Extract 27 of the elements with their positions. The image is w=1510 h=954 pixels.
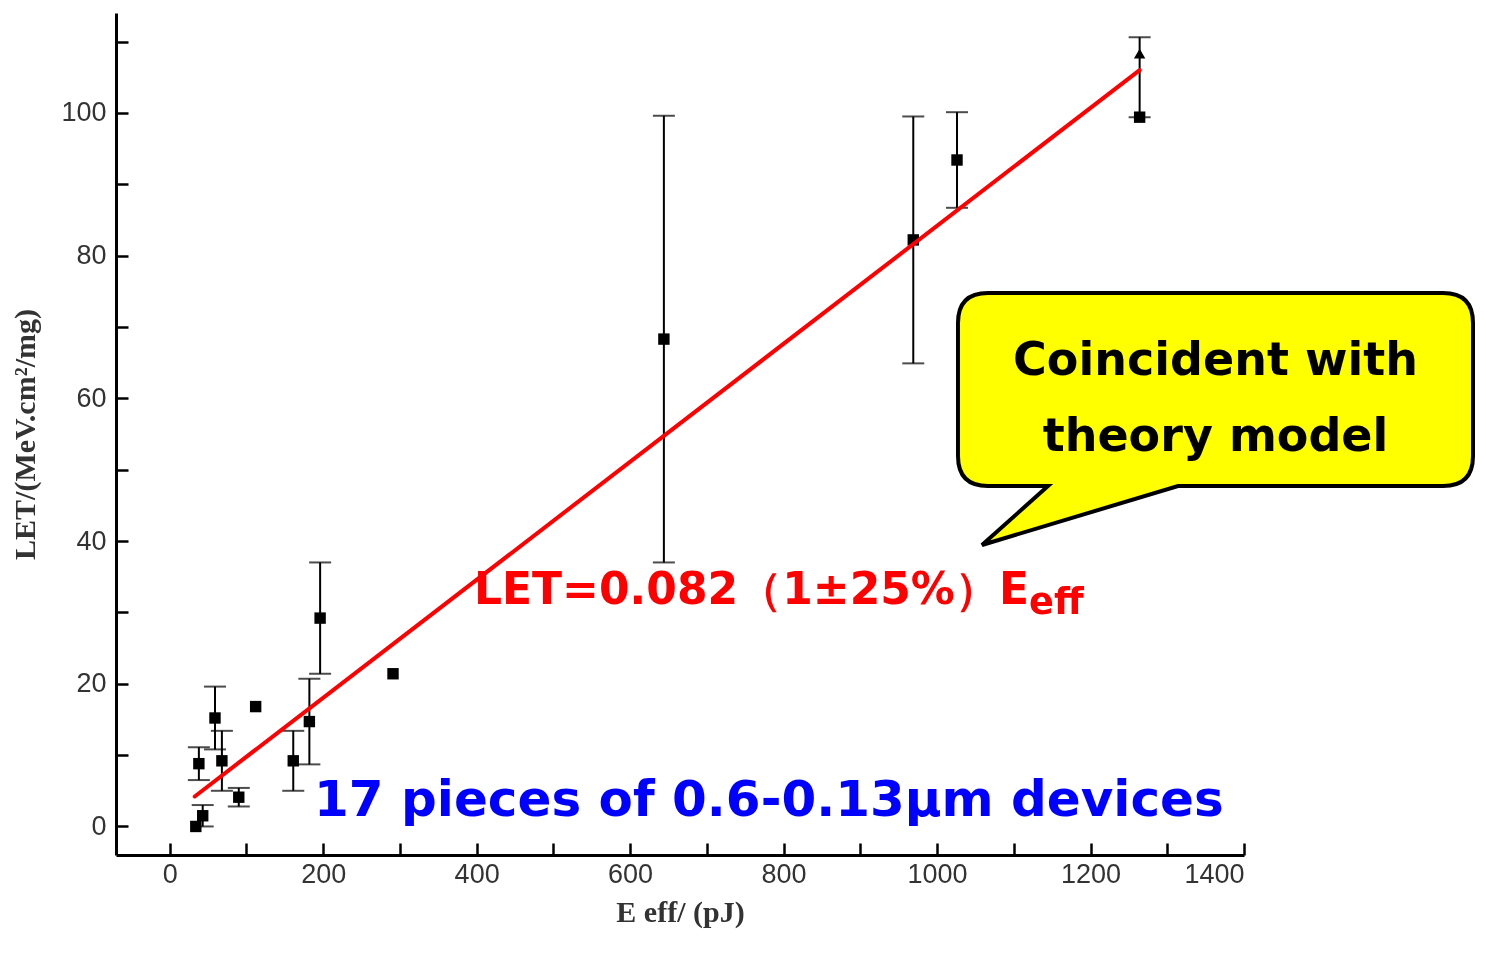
x-axis-title: E eff/ (pJ) bbox=[616, 894, 745, 929]
y-tick-label: 0 bbox=[91, 810, 107, 841]
point bbox=[1133, 48, 1146, 59]
y-axis-title: LET/(MeV.cm²/mg) bbox=[8, 309, 43, 560]
annotation: 17 pieces of 0.6-0.13μm devices bbox=[314, 770, 1224, 828]
y-tick-label: 100 bbox=[61, 97, 107, 128]
point bbox=[314, 612, 326, 624]
x-tick-label: 400 bbox=[454, 858, 500, 889]
y-tick-label: 60 bbox=[76, 382, 107, 413]
y-tick-label: 80 bbox=[76, 240, 107, 271]
point bbox=[658, 333, 670, 345]
y-tick-label: 40 bbox=[76, 525, 107, 556]
x-tick-label: 200 bbox=[301, 858, 347, 889]
point bbox=[249, 700, 262, 713]
x-tick-label: 800 bbox=[761, 858, 807, 889]
point bbox=[216, 755, 228, 767]
x-tick-label: 1000 bbox=[907, 858, 968, 889]
x-tick-label: 600 bbox=[608, 858, 654, 889]
y-tick-label: 20 bbox=[76, 668, 107, 699]
point bbox=[209, 712, 221, 724]
x-tick-label: 1200 bbox=[1060, 858, 1122, 889]
annotation: Coincident with theory model bbox=[1012, 331, 1419, 464]
point bbox=[387, 668, 399, 680]
x-tick-label: 1400 bbox=[1184, 858, 1245, 889]
annotation: LET=0.082（1±25%）E$_{eff}$ bbox=[474, 562, 1084, 623]
x-tick-label: 0 bbox=[162, 858, 178, 889]
point bbox=[951, 154, 963, 166]
